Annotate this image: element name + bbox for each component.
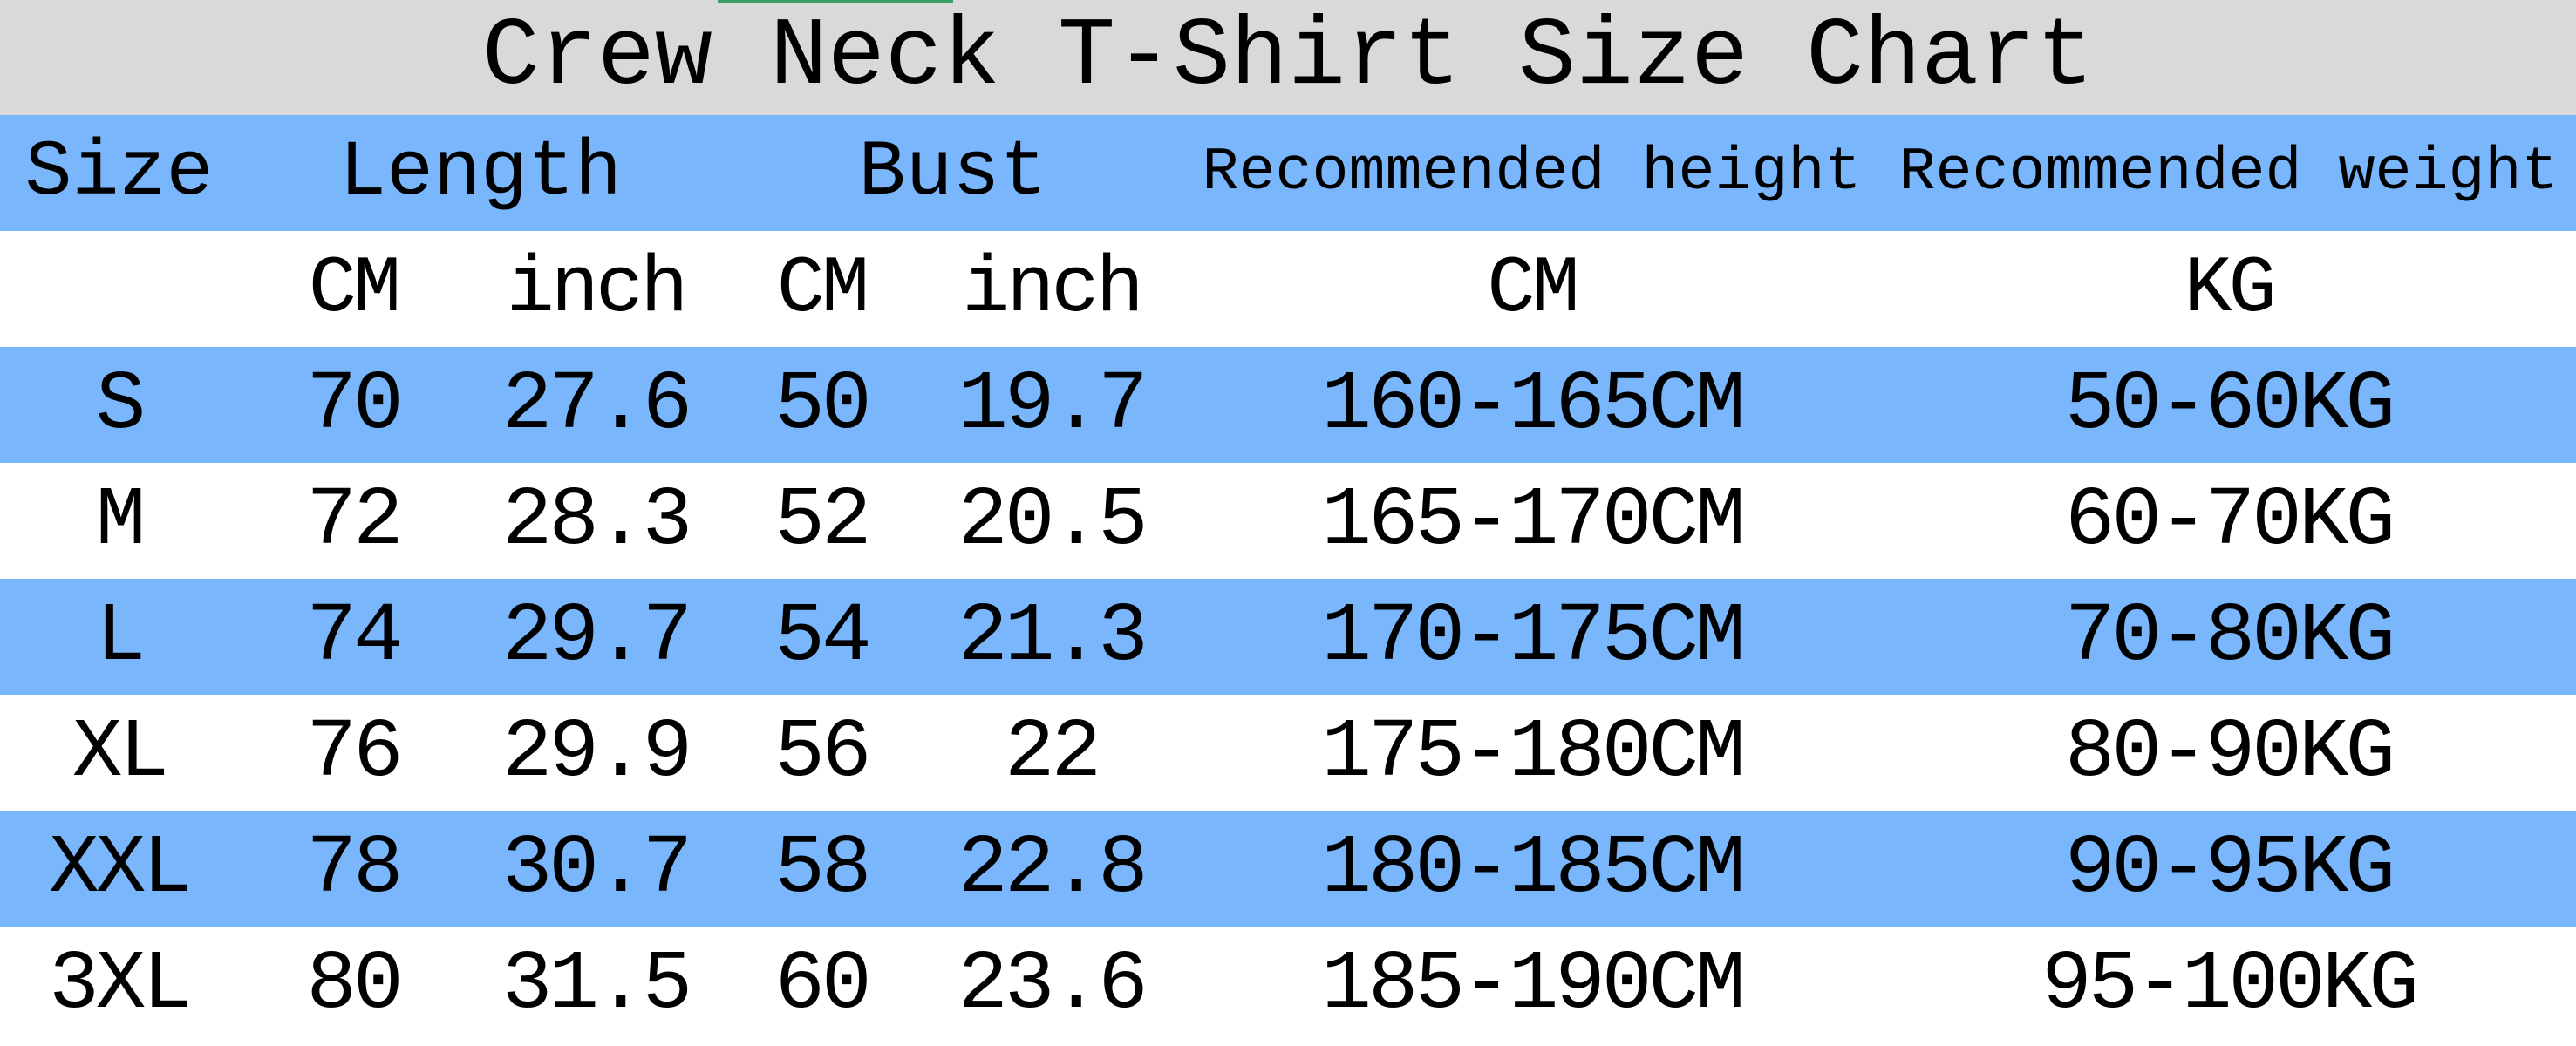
cell-length-cm: 80 [306, 937, 403, 1032]
header-weight: Recommended weight [1898, 139, 2559, 207]
cell-bust-cm: 56 [774, 705, 871, 800]
cell-weight: 80-90KG [2064, 705, 2395, 800]
cell-length-inch: 28.3 [501, 473, 692, 568]
cell-weight: 95-100KG [2041, 937, 2419, 1032]
cell-height: 170-175CM [1321, 589, 1745, 684]
cell-height: 160-165CM [1321, 357, 1745, 452]
table-row: M 72 28.3 52 20.5 165-170CM 60-70KG [0, 463, 2576, 579]
cell-size: M [95, 473, 147, 568]
cell-bust-cm: 50 [774, 357, 871, 452]
cell-bust-inch: 22.8 [957, 821, 1148, 916]
unit-length-cm: CM [308, 243, 401, 335]
unit-weight: KG [2184, 243, 2276, 335]
cell-length-cm: 76 [306, 705, 403, 800]
cell-height: 185-190CM [1321, 937, 1745, 1032]
cell-length-cm: 78 [306, 821, 403, 916]
cell-length-inch: 27.6 [501, 357, 692, 452]
cell-length-inch: 30.7 [501, 821, 692, 916]
table-row: XL 76 29.9 56 22 175-180CM 80-90KG [0, 695, 2576, 811]
cell-size: 3XL [49, 937, 193, 1032]
header-length: Length [338, 128, 623, 218]
table-row: 3XL 80 31.5 60 23.6 185-190CM 95-100KG [0, 927, 2576, 1043]
cell-bust-inch: 20.5 [957, 473, 1148, 568]
unit-bust-inch: inch [962, 243, 1144, 335]
cell-size: XL [72, 705, 169, 800]
header-bust: Bust [858, 128, 1047, 218]
cell-bust-inch: 22 [1004, 705, 1101, 800]
cell-length-inch: 29.9 [501, 705, 692, 800]
cell-bust-inch: 23.6 [957, 937, 1148, 1032]
unit-height: CM [1487, 243, 1579, 335]
cell-height: 180-185CM [1321, 821, 1745, 916]
header-height: Recommended height [1202, 139, 1862, 207]
cell-height: 175-180CM [1321, 705, 1745, 800]
unit-bust-cm: CM [776, 243, 869, 335]
cell-bust-cm: 52 [774, 473, 871, 568]
cell-length-inch: 29.7 [501, 589, 692, 684]
cell-length-cm: 74 [306, 589, 403, 684]
cell-size: S [95, 357, 147, 452]
cell-size: XXL [49, 821, 193, 916]
cell-bust-cm: 60 [774, 937, 871, 1032]
units-row: CM inch CM inch CM KG [0, 231, 2576, 347]
cell-weight: 70-80KG [2064, 589, 2395, 684]
cell-weight: 50-60KG [2064, 357, 2395, 452]
cell-weight: 60-70KG [2064, 473, 2395, 568]
cell-size: L [95, 589, 147, 684]
cell-length-cm: 72 [306, 473, 403, 568]
unit-length-inch: inch [506, 243, 689, 335]
cell-selection-indicator [718, 0, 953, 3]
table-row: S 70 27.6 50 19.7 160-165CM 50-60KG [0, 347, 2576, 463]
cell-length-cm: 70 [306, 357, 403, 452]
cell-bust-cm: 54 [774, 589, 871, 684]
cell-bust-inch: 19.7 [957, 357, 1148, 452]
table-row: XXL 78 30.7 58 22.8 180-185CM 90-95KG [0, 811, 2576, 927]
chart-title: Crew Neck T-Shirt Size Chart [481, 3, 2095, 112]
cell-height: 165-170CM [1321, 473, 1745, 568]
table-row: L 74 29.7 54 21.3 170-175CM 70-80KG [0, 579, 2576, 695]
cell-bust-inch: 21.3 [957, 589, 1148, 684]
cell-bust-cm: 58 [774, 821, 871, 916]
header-size: Size [24, 128, 214, 218]
header-row: Size Length Bust Recommended height Reco… [0, 115, 2576, 231]
title-row: Crew Neck T-Shirt Size Chart [0, 0, 2576, 115]
cell-weight: 90-95KG [2064, 821, 2395, 916]
cell-length-inch: 31.5 [501, 937, 692, 1032]
